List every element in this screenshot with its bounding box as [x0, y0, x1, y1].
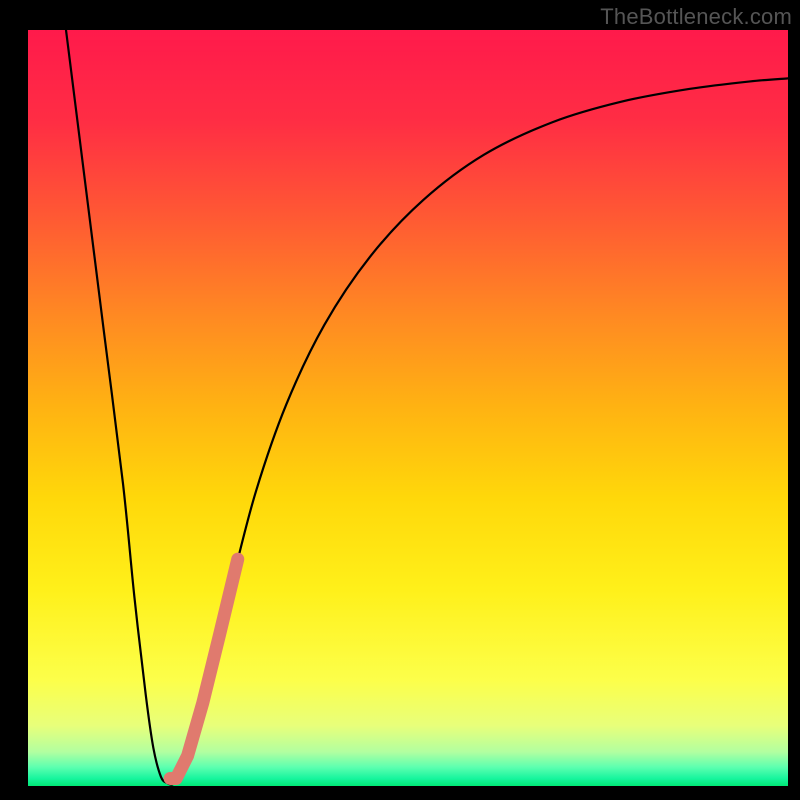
- gradient-background: [28, 30, 788, 786]
- plot-area: [28, 30, 788, 786]
- watermark-label: TheBottleneck.com: [600, 4, 792, 30]
- chart-svg: [28, 30, 788, 786]
- figure-root: TheBottleneck.com: [0, 0, 800, 800]
